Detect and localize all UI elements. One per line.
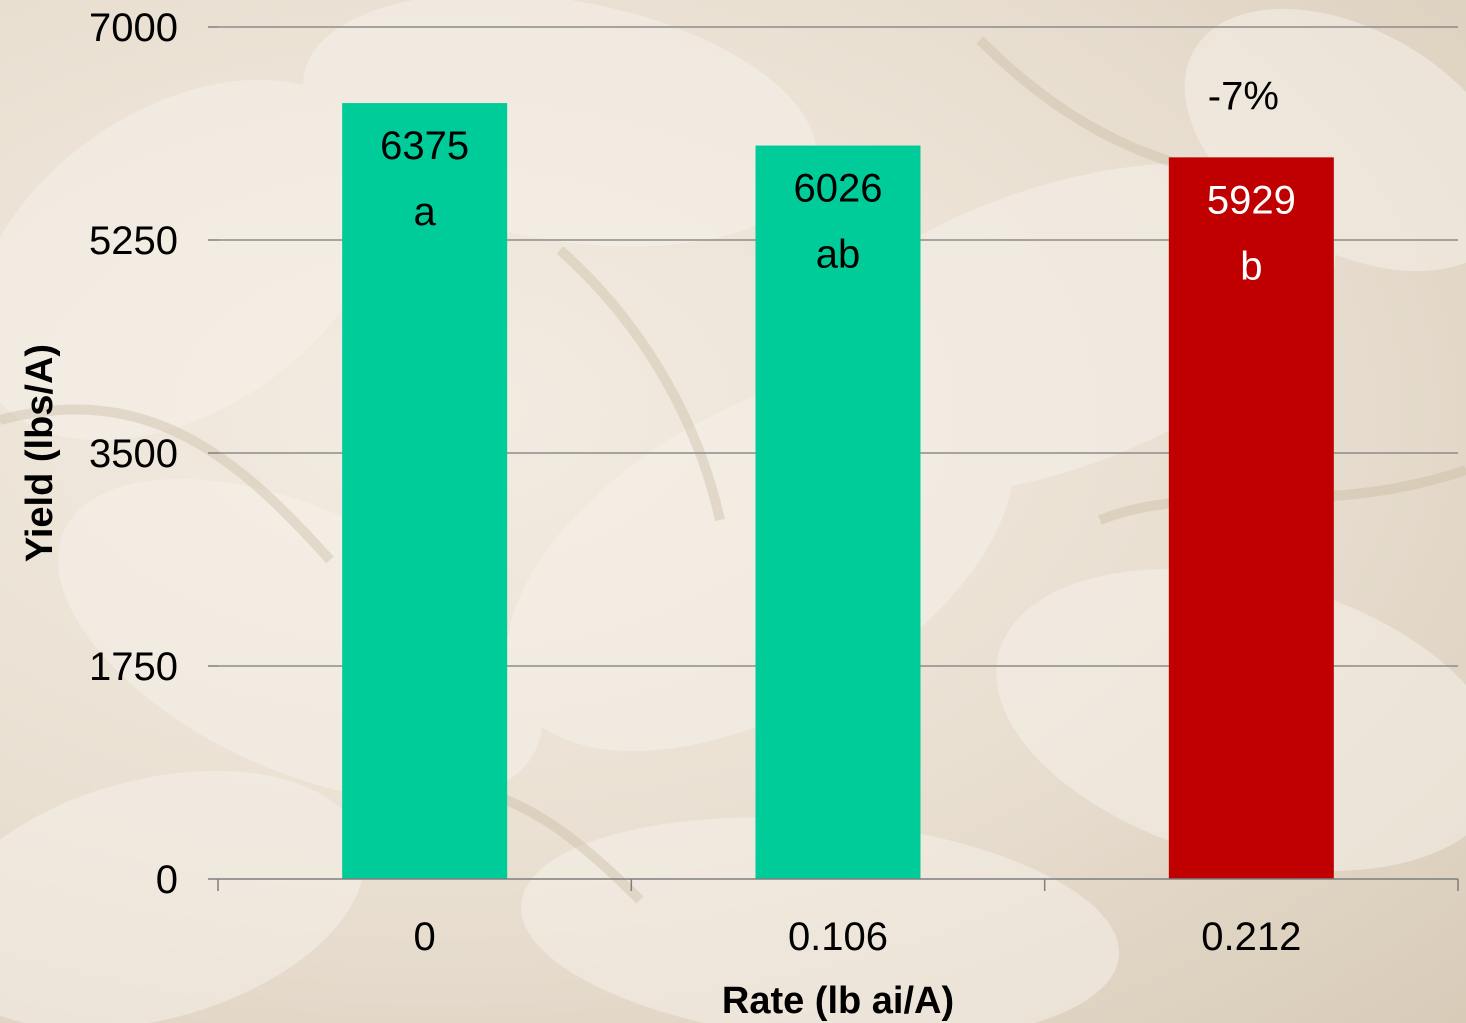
y-tick-label: 0 [156, 858, 178, 902]
x-tick-label: 0 [414, 915, 436, 959]
bar [342, 103, 508, 880]
bar-value-label: 6375 [380, 124, 469, 168]
y-tick-label: 3500 [89, 432, 178, 476]
y-tick-labels: 0 1750 3500 5250 7000 [89, 6, 178, 902]
bar [755, 145, 921, 880]
significance-letter: b [1240, 244, 1262, 288]
x-tick-labels: 0 0.106 0.212 [414, 915, 1302, 959]
y-tick-label: 7000 [89, 6, 178, 50]
data-labels: 6375 a 6026 ab 5929 b -7% [380, 74, 1296, 288]
bar [1168, 157, 1334, 879]
percent-change-annotation: -7% [1208, 74, 1279, 118]
significance-letter: a [414, 190, 437, 234]
axes [217, 878, 1459, 891]
significance-letter: ab [816, 233, 861, 277]
bar-value-label: 6026 [794, 167, 883, 211]
y-tick-label: 5250 [89, 219, 178, 263]
y-tick-label: 1750 [89, 645, 178, 689]
y-axis-title: Yield (lbs/A) [19, 344, 61, 562]
x-axis-title: Rate (lb ai/A) [722, 980, 954, 1022]
x-tick-label: 0.212 [1201, 915, 1301, 959]
bars [342, 103, 1334, 880]
x-tick-label: 0.106 [788, 915, 888, 959]
bar-value-label: 5929 [1207, 178, 1296, 222]
